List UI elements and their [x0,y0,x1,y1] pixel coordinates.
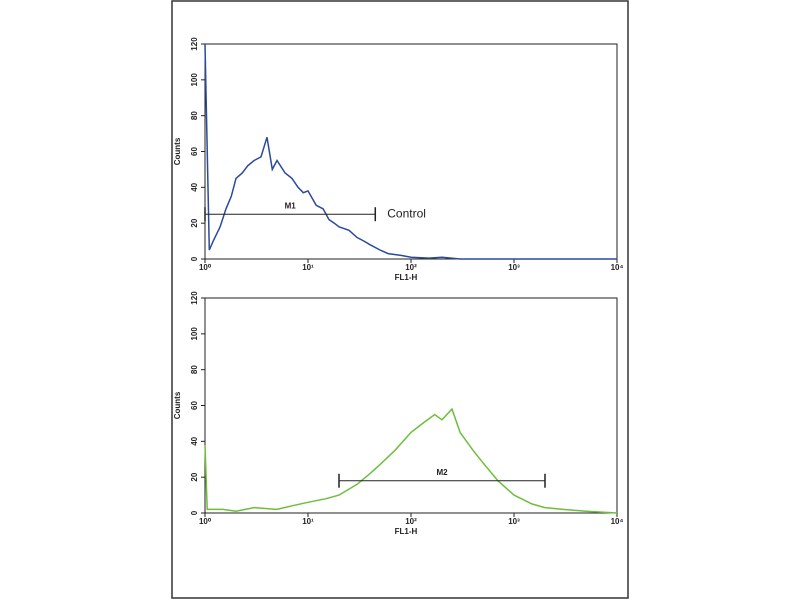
x-tick-label: 10¹ [302,517,314,526]
frame [171,0,629,599]
y-tick-label: 80 [190,111,199,120]
x-axis-label: FL1-H [395,273,418,282]
y-axis-label: Counts [173,391,182,419]
y-tick-label: 40 [190,182,199,191]
x-tick-label: 10³ [508,263,520,272]
histogram-line [204,407,618,514]
x-tick-label: 10⁴ [611,263,624,272]
y-tick-label: 100 [190,73,199,87]
y-tick-label: 60 [190,401,199,410]
y-tick-label: 80 [190,365,199,374]
x-tick-label: 10⁰ [199,517,212,526]
marker-label: M2 [436,468,448,477]
y-tick-label: 120 [190,291,199,305]
histogram-line [204,43,617,260]
x-tick-label: 10¹ [302,263,314,272]
annotation: Control [387,206,426,220]
y-tick-label: 20 [190,472,199,481]
y-tick-label: 60 [190,147,199,156]
y-axis-label: Counts [173,137,182,165]
y-tick-label: 20 [190,218,199,227]
x-tick-label: 10⁰ [199,263,212,272]
marker-label: M1 [285,201,297,210]
y-tick-label: 120 [190,37,199,51]
y-tick-label: 0 [190,256,199,261]
x-tick-label: 10² [405,263,417,272]
y-tick-label: 0 [190,510,199,515]
y-tick-label: 40 [190,436,199,445]
x-axis-label: FL1-H [395,527,418,536]
x-tick-label: 10² [405,517,417,526]
x-tick-label: 10³ [508,517,520,526]
y-tick-label: 100 [190,327,199,341]
x-tick-label: 10⁴ [611,517,624,526]
